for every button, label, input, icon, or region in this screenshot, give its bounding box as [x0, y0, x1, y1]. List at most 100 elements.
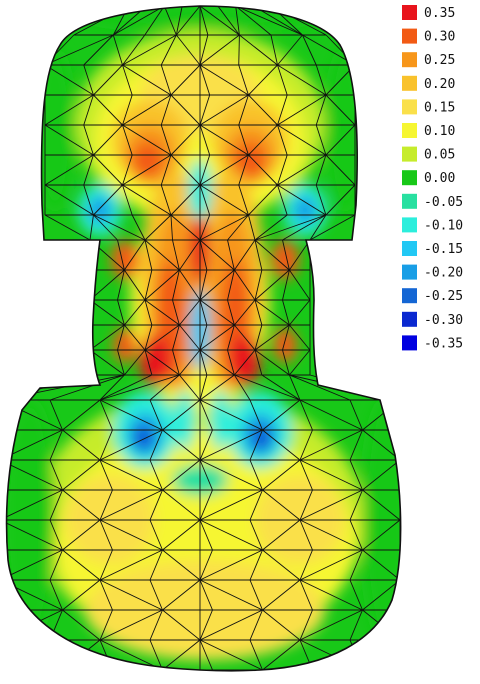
- legend-label: -0.30: [424, 313, 463, 328]
- mesh-edge: [122, 184, 133, 216]
- mesh-edge: [122, 64, 133, 96]
- mesh-edge: [122, 184, 172, 216]
- mesh-edge: [199, 519, 213, 551]
- mesh-edge: [199, 324, 208, 351]
- mesh-edge: [44, 214, 91, 241]
- mesh-edge: [299, 579, 313, 611]
- mesh-edge: [238, 154, 249, 186]
- mesh-edge: [49, 459, 63, 491]
- color-legend: 0.35 0.30 0.25 0.20 0.15 0.10 0.05 0.00 -0.05 -0.…: [402, 5, 463, 351]
- mesh-edge: [249, 459, 263, 491]
- mesh-edge: [99, 374, 125, 401]
- mesh-edge: [122, 64, 172, 96]
- mesh-edge: [249, 639, 263, 671]
- mesh-edge: [179, 299, 201, 326]
- mesh-edge: [163, 6, 177, 36]
- mesh-edge: [83, 64, 94, 96]
- mesh-edge: [277, 124, 327, 156]
- mesh-edge: [144, 239, 153, 271]
- mesh-edge: [93, 214, 146, 241]
- mesh-edge: [99, 459, 113, 491]
- violin-body: [5, 5, 402, 672]
- legend-swatch: [402, 264, 417, 280]
- mesh-edge: [99, 429, 163, 461]
- mesh-edge: [162, 639, 201, 671]
- mesh-edge: [199, 549, 213, 581]
- field-region: [111, 240, 139, 280]
- mesh-edge: [49, 399, 63, 431]
- mesh-edge: [299, 399, 363, 431]
- mesh-edge: [149, 399, 163, 431]
- mesh-edge: [49, 549, 63, 581]
- mesh-edge: [262, 489, 301, 521]
- mesh-edge: [6, 489, 63, 521]
- mesh-edge: [49, 639, 63, 671]
- mesh-edge: [262, 579, 301, 611]
- mesh-edge: [49, 429, 63, 461]
- mesh-edge: [175, 6, 183, 36]
- mesh-edge: [262, 519, 301, 551]
- mesh-edge: [262, 549, 301, 581]
- mesh-edge: [199, 269, 208, 301]
- mesh-edge: [89, 299, 125, 326]
- mesh-edge: [62, 549, 101, 581]
- mesh-edge: [199, 184, 211, 216]
- mesh-edge: [199, 459, 213, 491]
- mesh-edge: [199, 374, 235, 401]
- mesh-edge: [238, 184, 249, 216]
- legend-swatch: [402, 193, 417, 209]
- mesh-edge: [93, 124, 123, 156]
- mesh-edge: [299, 549, 363, 581]
- mesh-edge: [149, 374, 180, 401]
- mesh-edge: [199, 239, 208, 271]
- mesh-edge: [179, 374, 201, 401]
- mesh-edge: [99, 489, 113, 521]
- mesh-edge: [349, 579, 363, 611]
- mesh-edge: [199, 64, 249, 96]
- legend-swatch: [402, 241, 417, 256]
- mesh-edge: [83, 154, 94, 186]
- mesh-edge: [249, 609, 263, 641]
- mesh-edge: [199, 489, 263, 521]
- mesh-edge: [170, 214, 201, 241]
- mesh-edge: [89, 349, 125, 376]
- mesh-edge: [179, 239, 201, 271]
- mesh-edge: [89, 269, 125, 301]
- mesh-edge: [199, 184, 249, 216]
- mesh-edge: [199, 94, 211, 126]
- mesh-edge: [176, 6, 201, 36]
- mesh-edge: [349, 429, 363, 461]
- mesh-edge: [179, 269, 201, 301]
- mesh-edge: [349, 549, 363, 581]
- mesh-edge: [227, 214, 249, 241]
- mesh-edge: [122, 124, 133, 156]
- mesh-edge: [234, 349, 256, 376]
- legend-label: 0.00: [424, 171, 455, 186]
- mesh-edge: [325, 124, 356, 156]
- mesh-edge: [217, 6, 240, 36]
- field-region: [113, 327, 137, 363]
- legend-label: -0.35: [424, 336, 463, 351]
- mesh-edge: [299, 429, 363, 461]
- mesh-edge: [6, 519, 63, 551]
- mesh-edge: [277, 154, 288, 186]
- mesh-edge: [199, 489, 213, 521]
- mesh-edge: [254, 269, 290, 301]
- mesh-edge: [122, 154, 133, 186]
- mesh-edge: [99, 459, 163, 491]
- mesh-edge: [62, 579, 101, 611]
- mesh-edge: [282, 239, 290, 271]
- mesh-edge: [249, 549, 263, 581]
- mesh-edge: [199, 214, 249, 241]
- mesh-edge: [349, 519, 363, 551]
- mesh-edge: [234, 299, 256, 326]
- mesh-edge: [199, 34, 240, 66]
- legend-label: 0.35: [424, 6, 455, 21]
- mesh-edge: [277, 94, 327, 126]
- mesh-edge: [254, 214, 288, 241]
- mesh-edge: [254, 324, 290, 351]
- mesh-edge: [144, 269, 153, 301]
- mesh-edge: [315, 154, 327, 186]
- field-spots: [6, 6, 401, 660]
- mesh-edge: [49, 489, 63, 521]
